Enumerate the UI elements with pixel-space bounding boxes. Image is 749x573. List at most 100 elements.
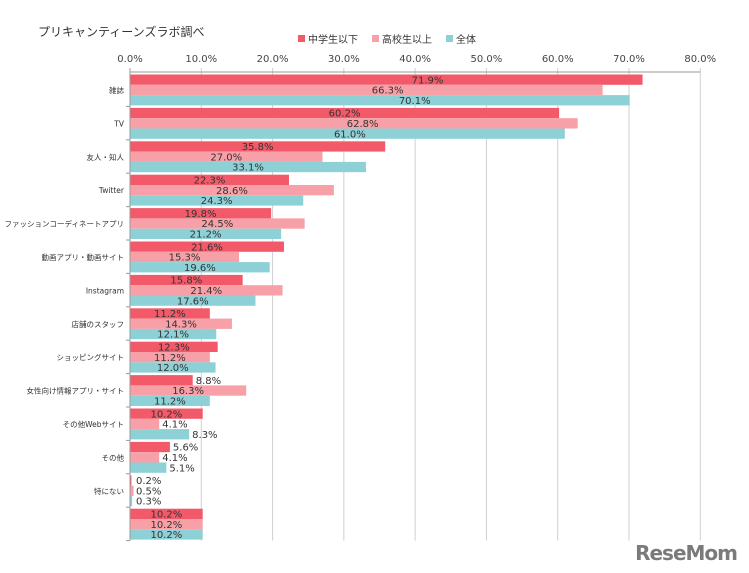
data-label: 62.8% bbox=[347, 119, 379, 130]
chart-title: プリキャンティーンズラボ調べ bbox=[38, 25, 205, 39]
bar bbox=[130, 218, 305, 229]
bar bbox=[130, 485, 134, 496]
data-label: 10.2% bbox=[150, 510, 182, 521]
category-label: 女性向け情報アプリ・サイト bbox=[27, 386, 125, 396]
category-label: ショッピングサイト bbox=[57, 352, 125, 362]
bar bbox=[130, 495, 133, 507]
bar bbox=[130, 418, 160, 430]
data-label: 17.6% bbox=[177, 296, 209, 307]
bar bbox=[130, 195, 304, 206]
data-label: 28.6% bbox=[216, 186, 248, 197]
data-label: 27.0% bbox=[210, 152, 242, 163]
bar bbox=[130, 308, 210, 319]
category-label: 雑誌 bbox=[109, 85, 124, 95]
data-label: 10.2% bbox=[150, 530, 182, 541]
data-label: 5.1% bbox=[169, 463, 194, 474]
x-tick-label: 50.0% bbox=[471, 54, 503, 65]
category-label: Instagram bbox=[86, 286, 124, 295]
category-label: Twitter bbox=[98, 186, 125, 195]
bar bbox=[130, 107, 560, 119]
bar bbox=[130, 395, 210, 406]
bar bbox=[130, 228, 282, 239]
legend-item: 高校生以上 bbox=[372, 31, 432, 46]
data-label: 0.2% bbox=[136, 476, 161, 487]
legend-item: 中学生以下 bbox=[298, 31, 358, 46]
bar bbox=[130, 141, 386, 152]
bar bbox=[130, 385, 247, 396]
bar bbox=[130, 262, 270, 273]
data-label: 66.3% bbox=[372, 86, 404, 97]
x-tick-label: 30.0% bbox=[328, 54, 360, 65]
bar bbox=[130, 352, 210, 363]
bar bbox=[130, 208, 272, 219]
category-label: 友人・知人 bbox=[87, 152, 125, 162]
data-label: 21.2% bbox=[190, 230, 222, 241]
legend-label: 全体 bbox=[456, 35, 476, 46]
data-label: 70.1% bbox=[399, 96, 431, 107]
bar bbox=[130, 341, 218, 352]
data-label: 10.2% bbox=[150, 520, 182, 531]
bar bbox=[130, 74, 643, 85]
data-label: 21.4% bbox=[190, 286, 222, 297]
data-label: 16.3% bbox=[172, 386, 204, 397]
data-label: 15.3% bbox=[169, 253, 201, 264]
category-label: その他 bbox=[102, 452, 125, 462]
data-label: 10.2% bbox=[150, 409, 182, 420]
category-label: その他Webサイト bbox=[63, 419, 124, 429]
legend-label: 高校生以上 bbox=[382, 35, 432, 46]
bar bbox=[130, 508, 203, 519]
data-label: 0.3% bbox=[136, 497, 161, 508]
data-label: 21.6% bbox=[191, 242, 223, 253]
bar bbox=[130, 408, 203, 419]
legend-swatch bbox=[298, 35, 305, 42]
bar bbox=[130, 285, 283, 296]
category-label: TV bbox=[113, 119, 125, 128]
bar bbox=[130, 118, 578, 129]
bar bbox=[130, 95, 630, 106]
bar bbox=[130, 185, 334, 196]
data-label: 8.8% bbox=[196, 376, 221, 387]
x-tick-label: 0.0% bbox=[117, 54, 142, 65]
bar bbox=[130, 519, 203, 530]
data-label: 19.6% bbox=[184, 263, 216, 274]
legend-label: 中学生以下 bbox=[308, 35, 358, 46]
data-label: 33.1% bbox=[232, 163, 264, 174]
data-label: 11.2% bbox=[154, 353, 186, 364]
data-label: 19.8% bbox=[185, 209, 217, 220]
legend-item: 全体 bbox=[446, 31, 476, 46]
category-label: 特にない bbox=[94, 486, 124, 496]
data-label: 11.2% bbox=[154, 309, 186, 320]
legend: 中学生以下 高校生以上 全体 bbox=[298, 31, 476, 46]
data-label: 24.3% bbox=[201, 196, 233, 207]
data-label: 61.0% bbox=[334, 129, 366, 140]
data-label: 60.2% bbox=[329, 109, 361, 120]
x-tick-label: 70.0% bbox=[613, 54, 645, 65]
bar bbox=[130, 295, 256, 306]
x-tick-label: 60.0% bbox=[542, 54, 574, 65]
bar bbox=[130, 462, 167, 473]
bar bbox=[130, 128, 565, 139]
legend-swatch bbox=[372, 35, 379, 42]
bar bbox=[130, 328, 217, 340]
bar bbox=[130, 241, 284, 252]
bar bbox=[130, 362, 216, 373]
bar bbox=[130, 441, 170, 453]
bar bbox=[130, 318, 232, 329]
category-label: 動画アプリ・動画サイト bbox=[42, 253, 125, 262]
bar bbox=[130, 452, 160, 463]
bar bbox=[130, 429, 190, 440]
bar bbox=[130, 274, 243, 286]
x-tick-label: 80.0% bbox=[684, 54, 716, 65]
bar bbox=[130, 251, 240, 263]
data-label: 14.3% bbox=[165, 319, 197, 330]
bar bbox=[130, 375, 193, 386]
data-label: 15.8% bbox=[170, 276, 202, 287]
legend-swatch bbox=[446, 35, 453, 42]
data-label: 11.2% bbox=[154, 397, 186, 408]
x-tick-label: 10.0% bbox=[185, 54, 217, 65]
bar bbox=[130, 84, 603, 96]
bar bbox=[130, 174, 289, 185]
data-label: 4.1% bbox=[162, 453, 187, 464]
bar bbox=[130, 151, 323, 162]
